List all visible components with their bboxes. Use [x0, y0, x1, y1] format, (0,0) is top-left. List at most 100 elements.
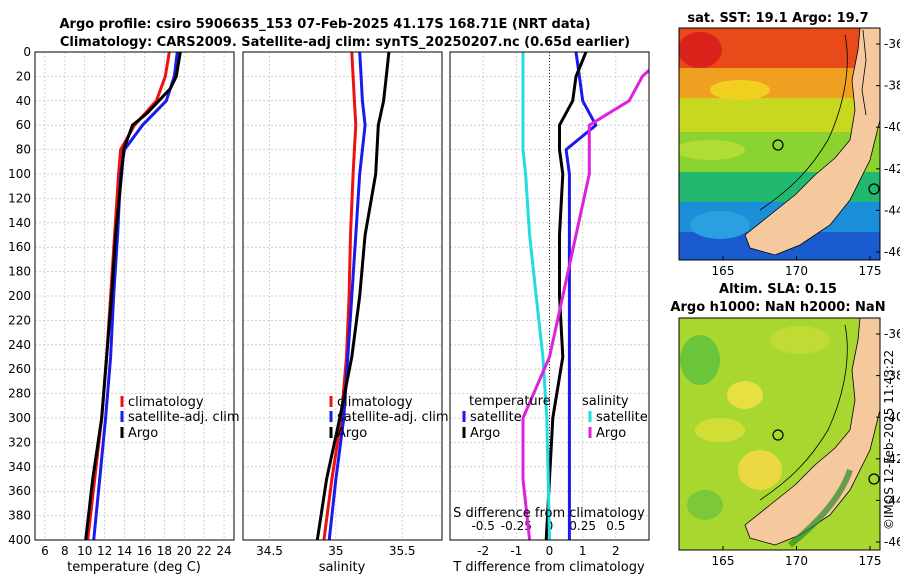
- legend-label-t-satellite: satellite: [470, 410, 522, 425]
- y-tick-label: 300: [8, 411, 31, 425]
- x-tick-label: 24: [216, 544, 231, 558]
- map-y-tick-label: -42: [884, 162, 900, 176]
- panel-frame: [242, 51, 443, 541]
- sla-map-title-2: Argo h1000: NaN h2000: NaN: [670, 300, 885, 315]
- y-tick-label: 180: [8, 265, 31, 279]
- legend-label-s-argo: Argo: [596, 426, 626, 441]
- legend-label-t-argo: Argo: [470, 426, 500, 441]
- y-tick-label: 0: [23, 45, 31, 59]
- salinity-panel: 34.5 35 35.5: [242, 51, 443, 558]
- temperature-legend: climatology satellite-adj. clim Argo: [120, 395, 240, 441]
- sst-map: -36 -38 -40 -42 -44 -46 165 170 175: [678, 27, 900, 278]
- map-y-tick-label: -46: [884, 245, 900, 259]
- map-x-tick-label: 165: [712, 554, 735, 568]
- salinity-legend: climatology satellite-adj. clim Argo: [329, 395, 449, 441]
- map-y-tick-label: -42: [884, 452, 900, 466]
- map-y-tick-label: -44: [884, 203, 900, 217]
- x-tick-label-top: 0.25: [569, 519, 596, 533]
- x-tick-label: 34.5: [256, 544, 283, 558]
- map-x-tick-label: 170: [785, 264, 808, 278]
- y-tick-label: 40: [16, 94, 31, 108]
- y-tick-label: 200: [8, 289, 31, 303]
- legend-label-climatology: climatology: [128, 395, 204, 410]
- x-tick-label: -1: [510, 544, 522, 558]
- x-tick-label: 2: [612, 544, 620, 558]
- series-line-salinity-satellite: [521, 52, 551, 540]
- x-tick-label: 16: [137, 544, 152, 558]
- y-tick-label: 100: [8, 167, 31, 181]
- x-tick-label: 14: [117, 544, 132, 558]
- legend-label-climatology: climatology: [337, 395, 413, 410]
- x-tick-label: 18: [157, 544, 172, 558]
- salinity-xlabel: salinity: [319, 560, 366, 575]
- series-line-climatology: [322, 52, 358, 540]
- series-line-argo: [84, 52, 182, 540]
- y-tick-label: 260: [8, 362, 31, 376]
- difference-panel: -2 -1 0 1 2-0.5 -0.25 0 0.25 0.5: [449, 51, 650, 558]
- map-y-tick-label: -38: [884, 79, 900, 93]
- y-tick-label: 220: [8, 313, 31, 327]
- legend-label-satellite: satellite-adj. clim: [337, 410, 449, 425]
- x-tick-label: 1: [579, 544, 587, 558]
- legend-label-s-satellite: satellite: [596, 410, 648, 425]
- difference-legend: temperature satellite Argo salinity sate…: [462, 394, 648, 441]
- map-y-tick-label: -36: [884, 37, 900, 51]
- legend-title-salinity: salinity: [582, 394, 629, 409]
- map-y-tick-label: -38: [884, 369, 900, 383]
- map-y-tick-label: -40: [884, 120, 900, 134]
- panel-frame: [34, 51, 235, 541]
- map-x-tick-label: 175: [859, 264, 882, 278]
- y-tick-label: 380: [8, 509, 31, 523]
- credit-text: ©IMOS 12-Feb-2025 11:43:22: [882, 350, 896, 530]
- y-tick-label: 340: [8, 460, 31, 474]
- y-tick-label: 80: [16, 143, 31, 157]
- sst-map-title: sat. SST: 19.1 Argo: 19.7: [687, 11, 868, 26]
- y-tick-label: 400: [8, 533, 31, 547]
- x-tick-label: 0: [546, 544, 554, 558]
- sla-map-title-1: Altim. SLA: 0.15: [719, 282, 837, 297]
- x-tick-label: 12: [97, 544, 112, 558]
- title-line-1: Argo profile: csiro 5906635_153 07-Feb-2…: [59, 17, 590, 32]
- temperature-panel: 6 8 10 12 14 16 18 20 22 240204060801001201401601…: [8, 45, 235, 558]
- series-group: [84, 52, 182, 540]
- difference-xlabel: T difference from climatology: [452, 560, 645, 575]
- y-tick-label: 120: [8, 191, 31, 205]
- map-y-tick-label: -44: [884, 493, 900, 507]
- x-tick-label: -2: [477, 544, 489, 558]
- x-tick-label-top: -0.25: [501, 519, 532, 533]
- map-y-tick-label: -46: [884, 535, 900, 549]
- x-tick-label: 22: [197, 544, 212, 558]
- y-tick-label: 360: [8, 484, 31, 498]
- map-x-tick-label: 170: [785, 554, 808, 568]
- series-line-temperature-argo: [544, 52, 588, 540]
- map-y-tick-label: -40: [884, 410, 900, 424]
- y-tick-label: 140: [8, 216, 31, 230]
- x-tick-label-top: -0.5: [471, 519, 494, 533]
- series-group: [315, 52, 391, 540]
- difference-xlabel-top: S difference from climatology: [453, 506, 645, 521]
- y-tick-label: 280: [8, 387, 31, 401]
- map-x-tick-label: 175: [859, 554, 882, 568]
- series-group: [521, 52, 649, 540]
- legend-title-temperature: temperature: [469, 394, 551, 409]
- y-tick-label: 240: [8, 338, 31, 352]
- x-tick-label: 35.5: [389, 544, 416, 558]
- legend-label-argo: Argo: [337, 426, 367, 441]
- temperature-xlabel: temperature (deg C): [67, 560, 201, 575]
- series-line-argo: [315, 52, 391, 540]
- map-x-tick-label: 165: [712, 264, 735, 278]
- y-tick-label: 60: [16, 118, 31, 132]
- series-line-satellite-adj-clim: [327, 52, 367, 540]
- legend-label-argo: Argo: [128, 426, 158, 441]
- map-y-tick-label: -36: [884, 327, 900, 341]
- title-line-2: Climatology: CARS2009. Satellite-adj cli…: [60, 35, 630, 50]
- x-tick-label: 35: [328, 544, 343, 558]
- y-tick-label: 20: [16, 69, 31, 83]
- y-tick-label: 320: [8, 435, 31, 449]
- x-tick-label: 8: [61, 544, 69, 558]
- series-line-temperature-satellite: [564, 52, 598, 540]
- x-tick-label: 20: [177, 544, 192, 558]
- panel-frame: [449, 51, 650, 541]
- x-tick-label: 10: [77, 544, 92, 558]
